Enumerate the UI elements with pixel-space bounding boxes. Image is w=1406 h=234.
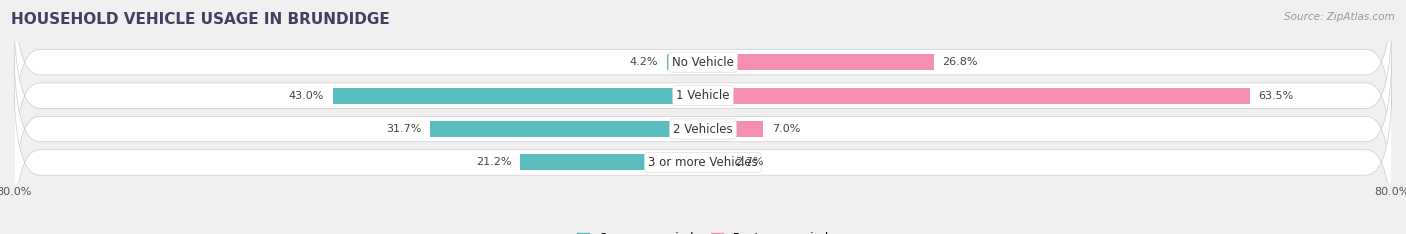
Text: 63.5%: 63.5% [1258,91,1294,101]
Text: 3 or more Vehicles: 3 or more Vehicles [648,156,758,169]
Text: 43.0%: 43.0% [288,91,323,101]
Bar [520,154,703,171]
Bar [703,121,763,137]
Bar [703,54,934,70]
Text: 1 Vehicle: 1 Vehicle [676,89,730,102]
FancyBboxPatch shape [14,0,1392,150]
FancyBboxPatch shape [14,75,1392,234]
Bar [703,88,1250,104]
Text: 26.8%: 26.8% [942,57,979,67]
Text: 31.7%: 31.7% [387,124,422,134]
FancyBboxPatch shape [14,41,1392,217]
Bar [666,54,703,70]
Text: 21.2%: 21.2% [477,157,512,168]
Text: No Vehicle: No Vehicle [672,56,734,69]
Text: Source: ZipAtlas.com: Source: ZipAtlas.com [1284,12,1395,22]
Text: 2 Vehicles: 2 Vehicles [673,123,733,135]
Bar [333,88,703,104]
Text: 4.2%: 4.2% [630,57,658,67]
Legend: Owner-occupied, Renter-occupied: Owner-occupied, Renter-occupied [572,227,834,234]
Bar [703,154,727,171]
FancyBboxPatch shape [14,8,1392,183]
Bar [430,121,703,137]
Text: 2.7%: 2.7% [735,157,763,168]
Text: 7.0%: 7.0% [772,124,800,134]
Text: HOUSEHOLD VEHICLE USAGE IN BRUNDIDGE: HOUSEHOLD VEHICLE USAGE IN BRUNDIDGE [11,12,389,27]
